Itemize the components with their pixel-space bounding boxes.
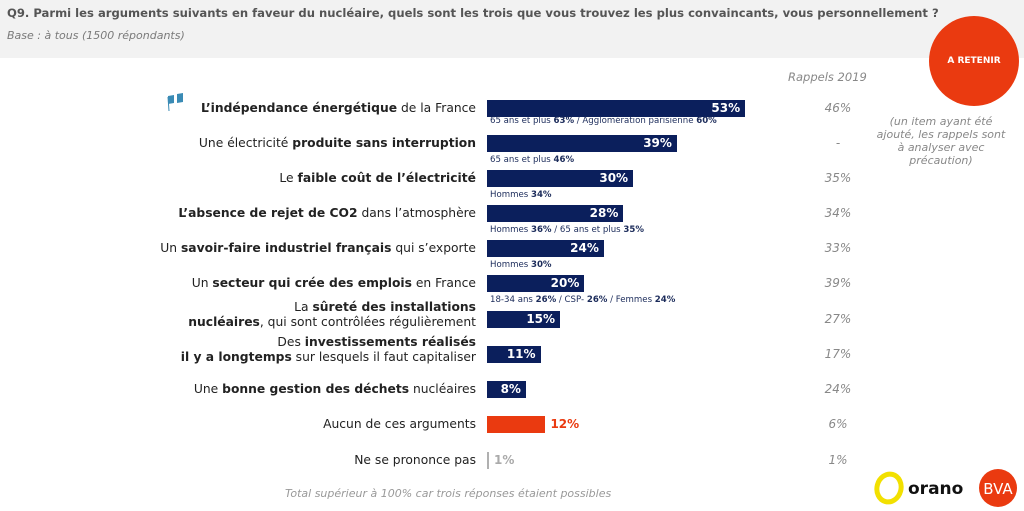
bar-value-label: 39%	[643, 136, 672, 150]
bar-value-label: 30%	[599, 171, 629, 185]
bar-value-label: 53%	[711, 101, 741, 115]
rappel-2019-value: 34%	[824, 206, 852, 220]
bar-value-label: 1%	[494, 453, 515, 467]
bar	[487, 452, 489, 469]
rappel-2019-value: 39%	[824, 276, 852, 290]
svg-text:BVA: BVA	[983, 480, 1013, 498]
row-label: Ne se prononce pas	[354, 453, 476, 467]
bar	[487, 135, 677, 152]
row-label: Une électricité produite sans interrupti…	[198, 136, 476, 150]
row-label: Le faible coût de l’électricité	[279, 171, 476, 185]
bar-value-label: 28%	[589, 206, 619, 220]
rappel-2019-value: -	[835, 136, 841, 150]
rappel-2019-value: 6%	[828, 417, 848, 431]
subgroup-note: 18-34 ans 26% / CSP- 26% / Femmes 24%	[490, 295, 676, 305]
row-label: L’absence de rejet de CO2 dans l’atmosph…	[178, 206, 476, 220]
rappel-2019-value: 24%	[824, 382, 852, 396]
rappel-2019-value: 27%	[824, 312, 852, 326]
bar	[487, 416, 546, 433]
row-label: Un savoir-faire industriel français qui …	[160, 241, 476, 255]
row-label: Des investissements réalisés il y a longt…	[180, 335, 476, 364]
bar-value-label: 8%	[500, 382, 521, 396]
rappel-2019-value: 35%	[824, 171, 852, 185]
footer-note: Total supérieur à 100% car trois réponse…	[285, 487, 612, 500]
subgroup-note: Hommes 36% / 65 ans et plus 35%	[490, 225, 644, 235]
logos: orano BVA	[874, 469, 1017, 507]
base-note: Base : à tous (1500 répondants)	[7, 29, 185, 42]
bva-logo-icon: BVA	[979, 469, 1017, 507]
question-title: Q9. Parmi les arguments suivants en fave…	[7, 6, 939, 20]
a-retenir-badge[interactable]: A RETENIR	[929, 16, 1019, 106]
bar	[487, 170, 634, 187]
subgroup-note: Hommes 34%	[490, 190, 552, 200]
rappel-2019-value: 17%	[824, 347, 852, 361]
bar-value-label: 11%	[506, 347, 536, 361]
rappel-2019-value: 33%	[824, 241, 852, 255]
subgroup-note: 65 ans et plus 63% / Agglomération paris…	[490, 116, 717, 126]
bar-value-label: 20%	[550, 276, 580, 290]
row-label: Un secteur qui crée des emplois en Franc…	[191, 276, 476, 290]
rappels-header: Rappels 2019	[788, 70, 867, 84]
row-label: Une bonne gestion des déchets nucléaires	[193, 382, 476, 396]
row-label: La sûreté des installations nucléaires, q…	[188, 300, 476, 329]
bar	[487, 205, 624, 222]
subgroup-note: Hommes 30%	[490, 260, 552, 270]
bar	[487, 346, 541, 363]
bar	[487, 381, 526, 398]
bar	[487, 311, 561, 328]
bar	[487, 240, 604, 257]
bar-value-label: 24%	[570, 241, 599, 255]
bar	[487, 100, 746, 117]
bar-value-label: 12%	[550, 417, 580, 431]
row-label: L’indépendance énergétique de la France	[200, 101, 476, 115]
rappels-note: (un item ayant été ajouté, les rappels s…	[876, 115, 1006, 167]
orano-logo-icon: orano	[874, 471, 963, 505]
rappel-2019-value: 46%	[824, 101, 852, 115]
svg-text:orano: orano	[908, 479, 963, 499]
flag-quote-icon	[167, 93, 183, 112]
bar-value-label: 15%	[526, 312, 556, 326]
subgroup-note: 65 ans et plus 46%	[490, 155, 575, 165]
row-label: Aucun de ces arguments	[323, 417, 476, 431]
rappel-2019-value: 1%	[828, 453, 848, 467]
bar	[487, 275, 585, 292]
header-band: Q9. Parmi les arguments suivants en fave…	[0, 0, 1024, 58]
